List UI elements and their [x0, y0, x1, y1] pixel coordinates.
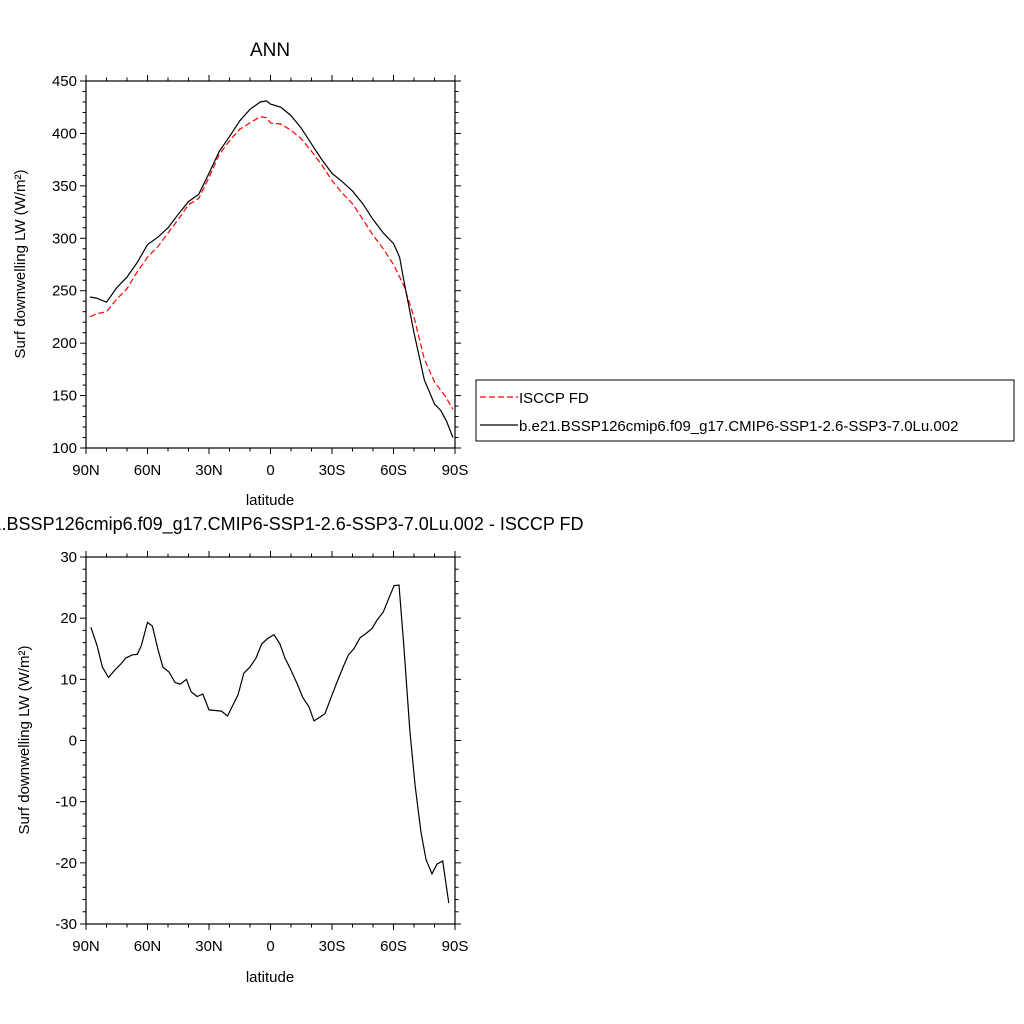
- series-line-1-0: [90, 584, 450, 904]
- y-tick-label: 300: [52, 230, 77, 247]
- x-tick-label: 90S: [442, 462, 469, 479]
- x-tick-label: 0: [266, 938, 274, 955]
- legend-box: [475, 379, 1015, 442]
- plot-frame: [85, 556, 456, 925]
- plot-frame: [85, 80, 456, 449]
- bottom-title: b.e21.BSSP126cmip6.f09_g17.CMIP6-SSP1-2.…: [0, 514, 584, 535]
- y-tick-label: 30: [60, 549, 77, 566]
- y-tick-label: 350: [52, 178, 77, 195]
- x-tick-label: 60N: [134, 462, 162, 479]
- legend: ISCCP FD b.e21.BSSP126cmip6.f09_g17.CMIP…: [475, 379, 1015, 442]
- x-tick-label: 30S: [319, 462, 346, 479]
- series-line-0-0: [89, 116, 454, 410]
- x-tick-label: 0: [266, 462, 274, 479]
- y-tick-label: -30: [55, 916, 77, 933]
- bottom-xlabel: latitude: [246, 969, 294, 986]
- y-tick-label: 10: [60, 671, 77, 688]
- x-tick-label: 90N: [72, 462, 100, 479]
- y-tick-label: 0: [69, 733, 77, 750]
- legend-label-isccp: ISCCP FD: [519, 390, 589, 407]
- top-ylabel: Surf downwelling LW (W/m²): [12, 170, 29, 359]
- x-tick-label: 60S: [380, 938, 407, 955]
- y-tick-label: 100: [52, 440, 77, 457]
- x-tick-label: 60N: [134, 938, 162, 955]
- y-tick-label: 450: [52, 73, 77, 90]
- top-title: ANN: [250, 40, 290, 61]
- y-tick-label: -10: [55, 794, 77, 811]
- y-tick-label: 400: [52, 125, 77, 142]
- y-tick-label: 150: [52, 388, 77, 405]
- y-tick-label: 20: [60, 610, 77, 627]
- y-tick-label: 250: [52, 283, 77, 300]
- y-tick-label: 200: [52, 335, 77, 352]
- x-tick-label: 30N: [195, 462, 223, 479]
- legend-label-model: b.e21.BSSP126cmip6.f09_g17.CMIP6-SSP1-2.…: [519, 418, 958, 435]
- x-tick-label: 90S: [442, 938, 469, 955]
- x-tick-label: 30S: [319, 938, 346, 955]
- x-tick-label: 30N: [195, 938, 223, 955]
- x-tick-label: 60S: [380, 462, 407, 479]
- series-line-0-1: [89, 100, 454, 438]
- bottom-ylabel: Surf downwelling LW (W/m²): [16, 646, 33, 835]
- y-tick-label: -20: [55, 855, 77, 872]
- x-tick-label: 90N: [72, 938, 100, 955]
- top-xlabel: latitude: [246, 492, 294, 509]
